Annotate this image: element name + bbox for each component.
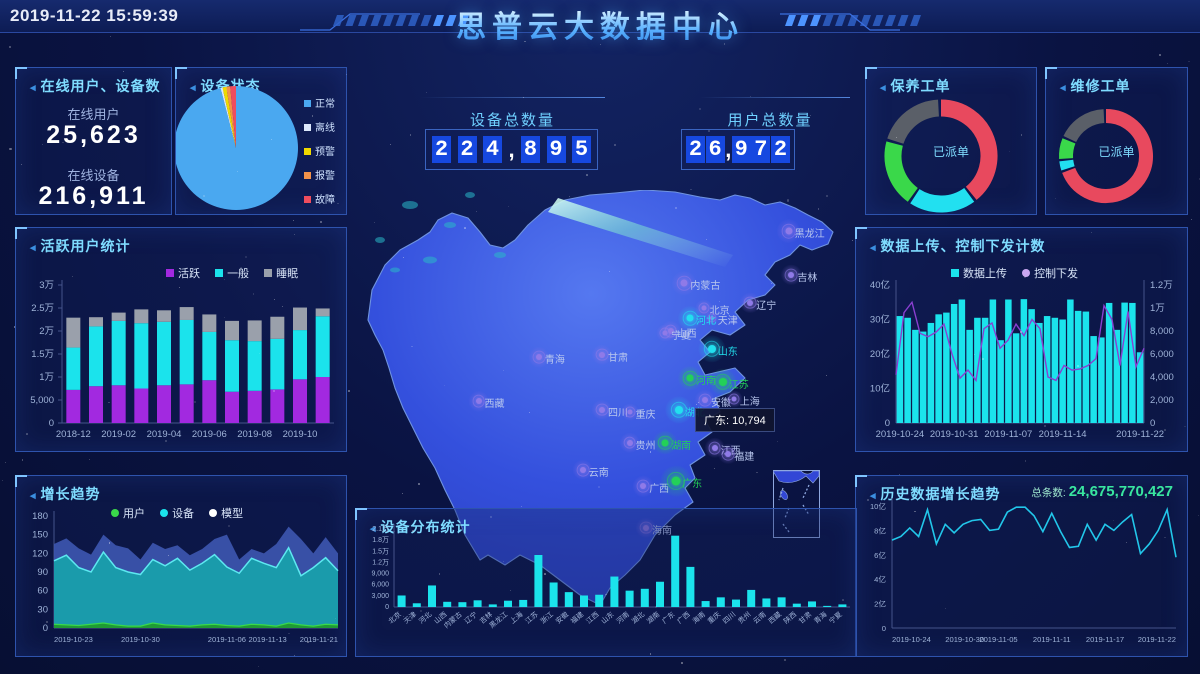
svg-text:北京: 北京 xyxy=(386,610,403,626)
svg-text:四川: 四川 xyxy=(721,610,737,625)
svg-text:广东: 广东 xyxy=(660,610,677,626)
svg-text:天津: 天津 xyxy=(402,610,418,625)
svg-text:浙江: 浙江 xyxy=(538,610,555,626)
svg-text:2.1万: 2.1万 xyxy=(372,525,389,533)
svg-text:湖北: 湖北 xyxy=(630,610,647,626)
svg-text:0: 0 xyxy=(385,604,389,611)
svg-text:重庆: 重庆 xyxy=(706,610,723,626)
svg-text:1.8万: 1.8万 xyxy=(372,536,389,544)
svg-text:福建: 福建 xyxy=(569,610,586,626)
svg-text:辽宁: 辽宁 xyxy=(462,610,479,626)
svg-text:江苏: 江苏 xyxy=(523,610,540,626)
svg-text:陕西: 陕西 xyxy=(782,610,799,626)
svg-text:青海: 青海 xyxy=(812,610,829,626)
svg-text:河北: 河北 xyxy=(417,610,433,625)
svg-text:贵州: 贵州 xyxy=(736,610,753,626)
svg-text:3,000: 3,000 xyxy=(371,593,389,600)
svg-text:云南: 云南 xyxy=(751,610,768,626)
svg-text:湖南: 湖南 xyxy=(645,610,662,626)
svg-text:甘肃: 甘肃 xyxy=(797,610,814,626)
svg-text:1.5万: 1.5万 xyxy=(372,547,389,555)
svg-text:山东: 山东 xyxy=(599,610,616,626)
svg-text:海南: 海南 xyxy=(690,610,707,626)
svg-text:河南: 河南 xyxy=(614,610,631,626)
svg-text:江西: 江西 xyxy=(585,610,601,625)
svg-text:上海: 上海 xyxy=(508,610,525,626)
svg-text:安徽: 安徽 xyxy=(554,610,571,626)
svg-text:广西: 广西 xyxy=(675,610,692,626)
svg-text:9,000: 9,000 xyxy=(371,571,389,578)
svg-text:宁夏: 宁夏 xyxy=(827,610,844,626)
svg-text:6,000: 6,000 xyxy=(371,582,389,589)
svg-text:1.2万: 1.2万 xyxy=(372,558,389,566)
svg-text:西藏: 西藏 xyxy=(766,610,783,626)
